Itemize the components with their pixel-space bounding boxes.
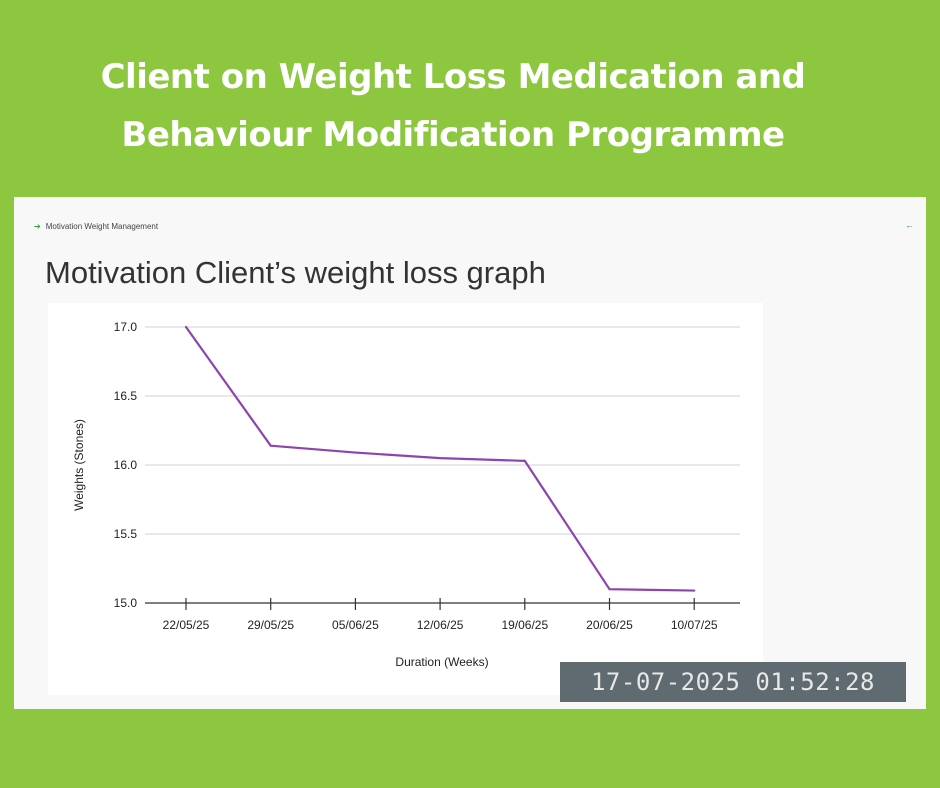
data-point	[269, 444, 272, 447]
data-point	[184, 325, 188, 329]
y-tick-label: 16.0	[114, 458, 138, 472]
chart-card: 15.0 15.5 16.0 16.5 17.0 22/05/25 29/05/25 05/0…	[48, 303, 763, 695]
data-point	[354, 451, 357, 454]
y-tick-label: 15.0	[114, 596, 138, 610]
x-tick-label: 29/05/25	[247, 618, 294, 632]
chart-title: Motivation Client’s weight loss graph	[45, 255, 546, 290]
y-tick-label: 16.5	[114, 389, 138, 403]
screenshot-panel: ➔ Motivation Weight Management ← Motivati…	[14, 197, 926, 709]
data-point	[523, 459, 526, 462]
data-point	[608, 588, 611, 591]
headline-line-1: Client on Weight Loss Medication and	[100, 57, 806, 97]
x-axis-label: Duration (Weeks)	[395, 655, 488, 669]
x-tick-label: 10/07/25	[671, 618, 718, 632]
weight-loss-chart: 15.0 15.5 16.0 16.5 17.0 22/05/25 29/05/25 05/0…	[72, 320, 740, 669]
timestamp-overlay: 17-07-2025 01:52:28	[560, 662, 906, 702]
x-tick-label: 19/06/25	[501, 618, 548, 632]
x-tick-label: 22/05/25	[163, 618, 210, 632]
y-axis-label: Weights (Stones)	[72, 419, 86, 511]
x-tick-label: 20/06/25	[586, 618, 633, 632]
breadcrumb-label: Motivation Weight Management	[45, 222, 159, 231]
data-point	[439, 457, 442, 460]
y-tick-label: 15.5	[114, 527, 138, 541]
headline-line-2: Behaviour Modification Programme	[121, 115, 785, 155]
headline: Client on Weight Loss Medication and Beh…	[0, 48, 906, 164]
data-point	[693, 589, 696, 592]
arrow-right-icon: ➔	[34, 222, 41, 231]
x-tick-label: 05/06/25	[332, 618, 379, 632]
breadcrumb[interactable]: ➔ Motivation Weight Management	[34, 222, 158, 231]
arrow-left-icon[interactable]: ←	[905, 220, 914, 230]
x-tick-label: 12/06/25	[417, 618, 464, 632]
y-tick-label: 17.0	[114, 320, 138, 334]
